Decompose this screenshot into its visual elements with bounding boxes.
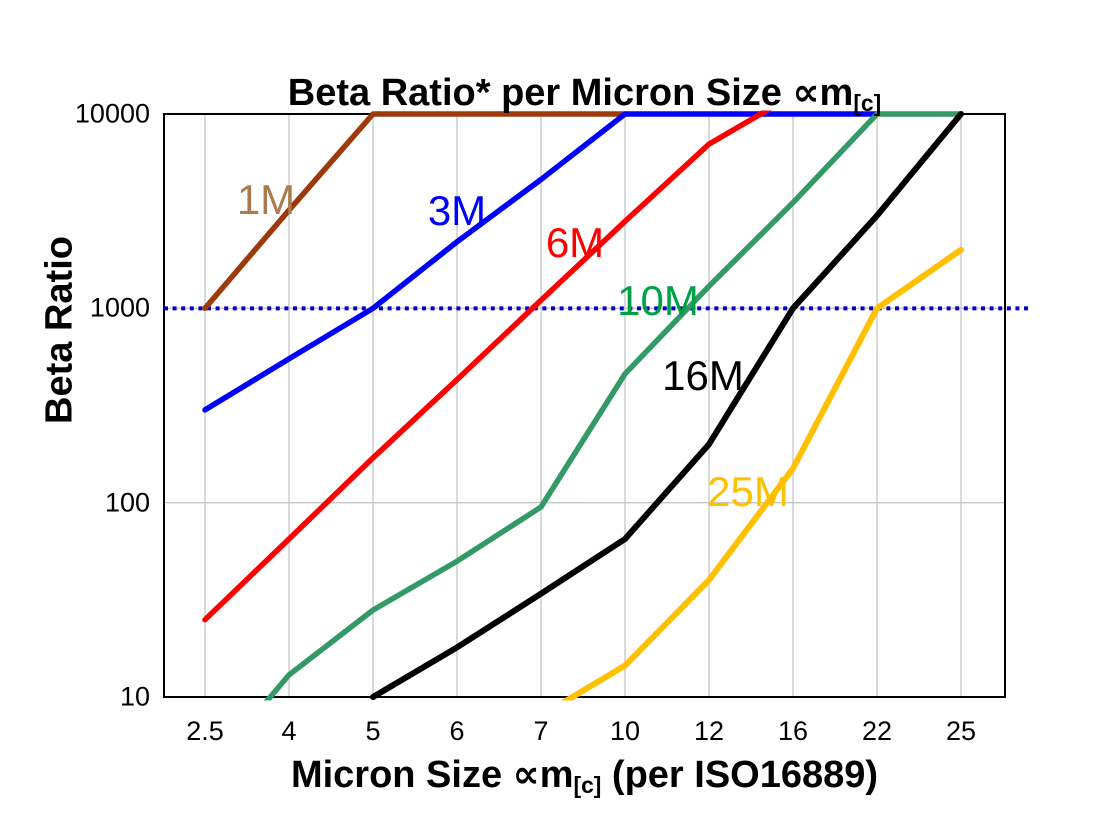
chart-title: Beta Ratio* per Micron Size ∝m[c] [164,70,1005,116]
y-tick-10: 10 [119,681,150,712]
series-line-1M [202,111,628,312]
series-line-6M [202,110,773,623]
x-tick-6: 6 [449,716,465,746]
x-tick-4: 4 [281,716,297,746]
x-tick-5: 5 [365,716,381,746]
chart-title-text: Beta Ratio* per Micron Size [287,72,793,114]
x-tick-12: 12 [693,716,725,746]
chart-title-subscript: [c] [853,89,882,116]
x-axis-label-text: Micron Size [290,754,513,796]
series-label-16M: 16M [662,352,744,399]
y-axis-label: Beta Ratio [38,236,81,424]
x-tick-16: 16 [777,716,809,746]
x-tick-2.5: 2.5 [186,716,224,746]
y-tick-1000: 1000 [89,292,150,323]
x-axis-label-suffix: (per ISO16889) [601,754,879,796]
series-line-25M [560,246,964,701]
x-axis-label: Micron Size ∝m[c] (per ISO16889) [164,752,1005,798]
series-label-1M: 1M [236,176,296,223]
series-label-10M: 10M [617,277,699,324]
x-tick-22: 22 [861,716,893,746]
series-label-25M: 25M [707,468,789,515]
series-line-10M [263,111,964,701]
x-axis-label-subscript: [c] [573,771,602,798]
series-label-3M: 3M [427,187,487,234]
x-tick-7: 7 [533,716,549,746]
x-tick-10: 10 [609,716,641,746]
series-label-6M: 6M [545,219,605,266]
chart-title-symbol: ∝m [792,72,854,114]
y-tick-10000: 10000 [74,98,150,129]
y-tick-100: 100 [104,487,150,518]
x-axis-label-symbol: ∝m [512,754,574,796]
x-tick-25: 25 [945,716,977,746]
series-line-16M [370,111,964,700]
